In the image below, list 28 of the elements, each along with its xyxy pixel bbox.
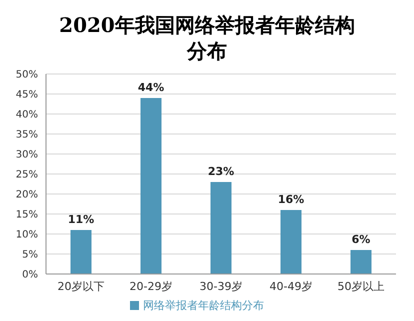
bar [140, 98, 162, 274]
y-tick-label: 15% [16, 210, 38, 221]
bar [350, 250, 372, 274]
x-tick-label: 50岁以上 [338, 280, 384, 293]
y-tick-label: 40% [16, 110, 38, 121]
y-tick-label: 0% [22, 270, 38, 281]
y-tick-label: 20% [16, 190, 38, 201]
x-tick-label: 20-29岁 [130, 280, 172, 293]
bar [210, 182, 232, 274]
chart-title: 2020年我国网络举报者年龄结构分布 [58, 12, 356, 65]
bar [280, 210, 302, 274]
y-tick-label: 35% [16, 130, 38, 141]
legend-label: 网络举报者年龄结构分布 [143, 299, 264, 312]
y-tick-label: 5% [22, 250, 38, 261]
y-tick-label: 50% [16, 70, 38, 81]
data-label: 44% [138, 81, 164, 94]
y-tick-label: 25% [16, 170, 38, 181]
x-tick-label: 40-49岁 [270, 280, 312, 293]
x-tick-label: 30-39岁 [200, 280, 242, 293]
data-label: 6% [352, 233, 370, 246]
y-tick-label: 10% [16, 230, 38, 241]
x-tick-label: 20岁以下 [58, 280, 104, 293]
data-label: 23% [208, 165, 234, 178]
data-label: 16% [278, 193, 304, 206]
y-tick-label: 45% [16, 90, 38, 101]
bar [70, 230, 92, 274]
data-label: 11% [68, 213, 94, 226]
y-tick-label: 30% [16, 150, 38, 161]
